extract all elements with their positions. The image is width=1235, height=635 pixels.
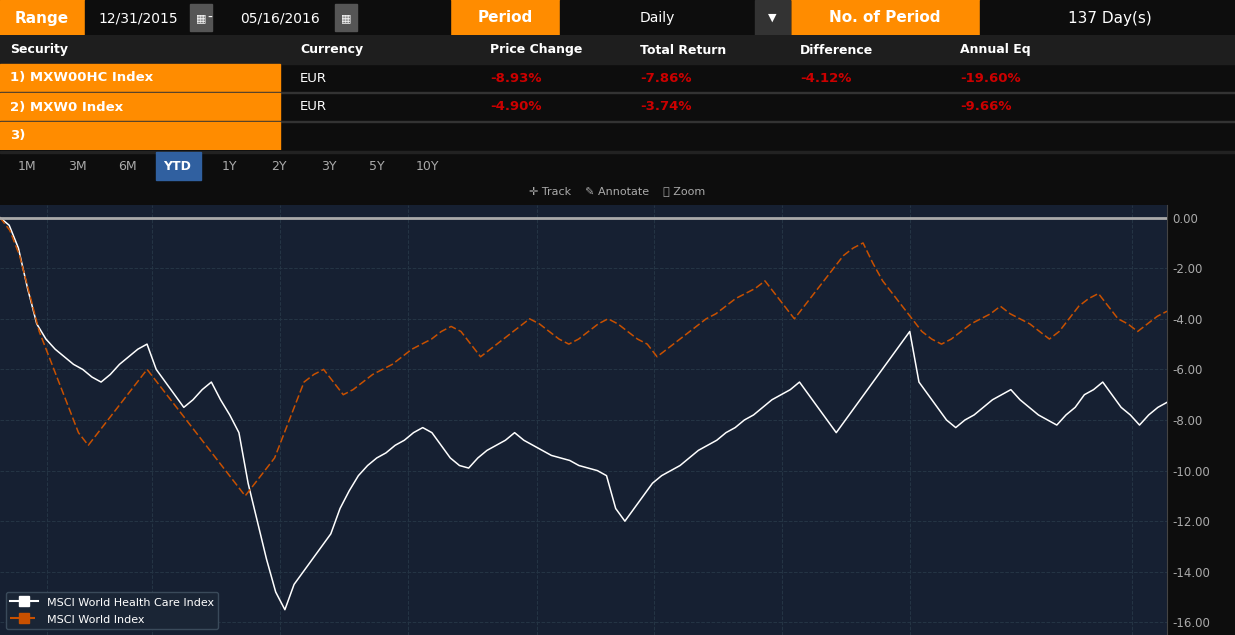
Bar — [0, 93, 280, 121]
Text: 1) MXW00HC Index: 1) MXW00HC Index — [10, 72, 153, 84]
Bar — [450, 0, 559, 35]
Bar — [790, 0, 981, 35]
Text: 3Y: 3Y — [321, 159, 337, 173]
Bar — [0, 0, 85, 35]
Text: ▦: ▦ — [341, 13, 351, 23]
Text: 137 Day(s): 137 Day(s) — [1068, 11, 1152, 25]
Text: Annual Eq: Annual Eq — [960, 44, 1031, 57]
Text: 10Y: 10Y — [415, 159, 438, 173]
Text: 5Y: 5Y — [369, 159, 385, 173]
Text: 6M: 6M — [117, 159, 136, 173]
Bar — [0, 122, 280, 150]
Bar — [0, 92, 1235, 93]
Bar — [981, 0, 1235, 35]
Text: 1M: 1M — [17, 159, 36, 173]
Text: -8.93%: -8.93% — [490, 72, 541, 84]
Text: 3M: 3M — [68, 159, 86, 173]
Text: Difference: Difference — [800, 44, 873, 57]
Bar — [559, 0, 790, 35]
Text: EUR: EUR — [300, 72, 327, 84]
Bar — [0, 35, 1235, 64]
Text: ▼: ▼ — [768, 13, 777, 23]
Text: Security: Security — [10, 44, 68, 57]
Text: 1Y: 1Y — [221, 159, 237, 173]
Bar — [0, 151, 1235, 153]
Text: -19.60%: -19.60% — [960, 72, 1020, 84]
Bar — [0, 121, 1235, 122]
Bar — [755, 0, 790, 35]
Text: -3.74%: -3.74% — [640, 100, 692, 114]
Bar — [335, 4, 357, 31]
Text: Price Change: Price Change — [490, 44, 583, 57]
Legend: MSCI World Health Care Index, MSCI World Index: MSCI World Health Care Index, MSCI World… — [5, 592, 219, 629]
Text: 2Y: 2Y — [272, 159, 287, 173]
Text: -7.86%: -7.86% — [640, 72, 692, 84]
Text: Daily: Daily — [640, 11, 674, 25]
Text: ✛ Track    ✎ Annotate    🔍 Zoom: ✛ Track ✎ Annotate 🔍 Zoom — [530, 187, 705, 197]
Text: Period: Period — [478, 11, 532, 25]
Text: 12/31/2015: 12/31/2015 — [99, 11, 178, 25]
Text: -4.12%: -4.12% — [800, 72, 851, 84]
Text: Range: Range — [15, 11, 69, 25]
Text: 3): 3) — [10, 130, 26, 142]
Text: Total Return: Total Return — [640, 44, 726, 57]
Text: YTD: YTD — [163, 159, 191, 173]
Bar — [85, 0, 450, 35]
Text: -: - — [207, 11, 212, 25]
Text: No. of Period: No. of Period — [829, 11, 941, 25]
Text: 2) MXW0 Index: 2) MXW0 Index — [10, 100, 124, 114]
Text: -4.90%: -4.90% — [490, 100, 541, 114]
Text: ▦: ▦ — [196, 13, 206, 23]
Text: 05/16/2016: 05/16/2016 — [240, 11, 320, 25]
Bar — [0, 64, 280, 92]
Text: EUR: EUR — [300, 100, 327, 114]
Bar — [156, 152, 201, 180]
Text: -9.66%: -9.66% — [960, 100, 1011, 114]
Bar — [190, 4, 212, 31]
Text: Currency: Currency — [300, 44, 363, 57]
